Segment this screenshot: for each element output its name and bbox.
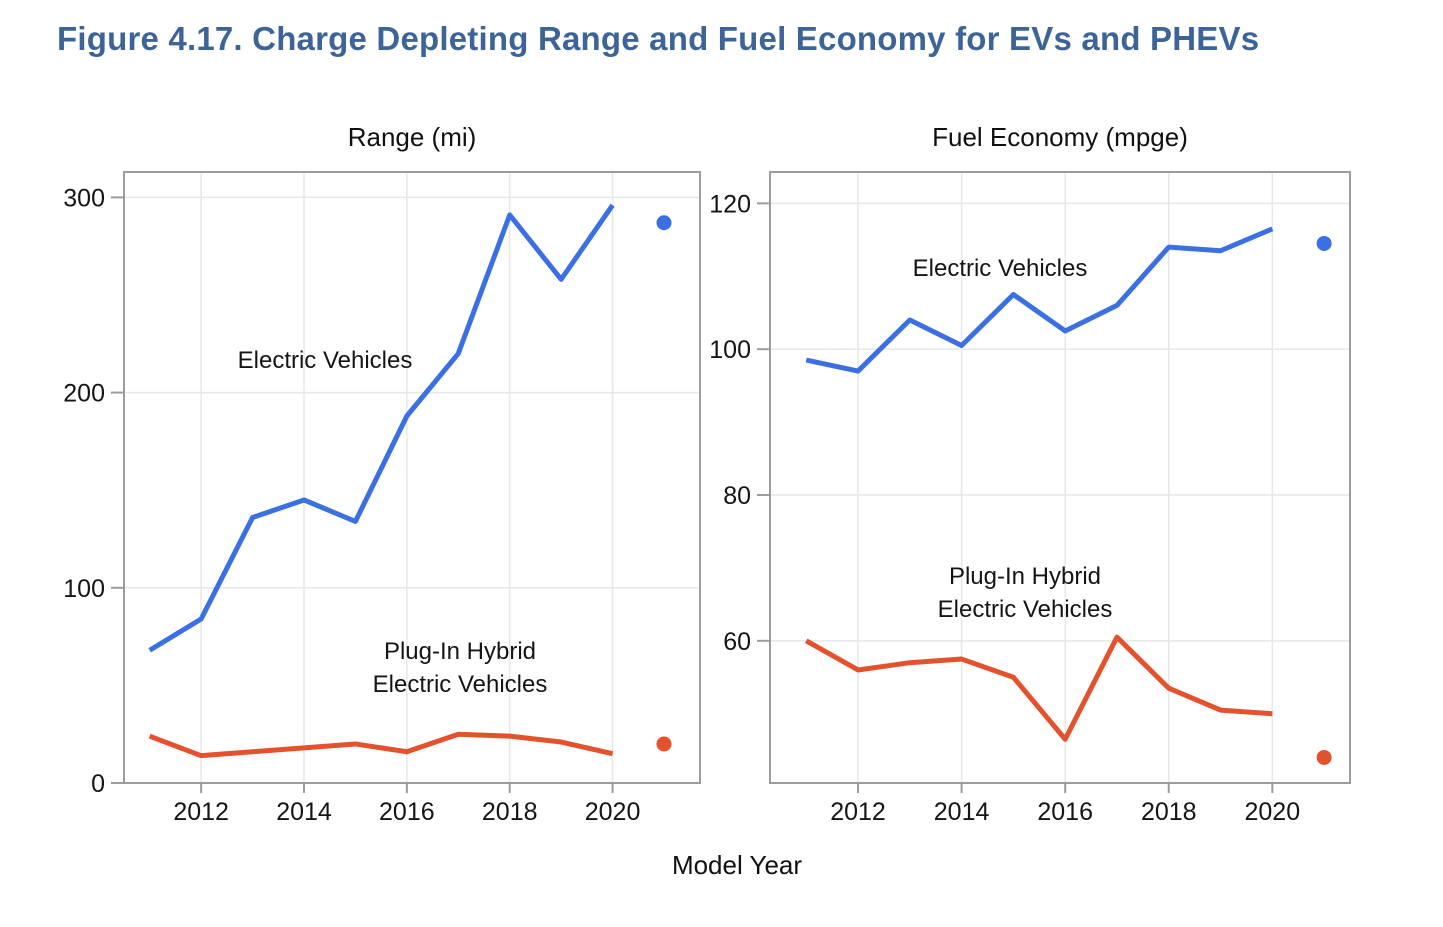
y-tick-label: 0 [91,770,105,798]
x-axis-label: Model Year [671,850,803,880]
range-mi-electric-vehicles-2021-dot [656,215,672,231]
x-tick-label: 2014 [934,798,990,826]
y-tick-label: 100 [63,575,105,603]
range-mi-electric-vehicles-line [148,203,615,653]
plot-border [769,171,1351,784]
fuel-economy-mpge-plug-in-hybrid-electric-vehicles-label: Electric Vehicles [938,596,1113,623]
x-tick-label: 2020 [1245,798,1301,826]
x-tick-label: 2012 [830,798,886,826]
range-mi-plug-in-hybrid-electric-vehicles-label: Plug-In Hybrid [384,638,536,665]
fuel-economy-chart-title: Fuel Economy (mpge) [932,122,1188,152]
range-mi-chart: 0 100 200 300 2012 2014 2016 2018 2020 Electric V… [63,171,701,826]
fuel-economy-mpge-plug-in-hybrid-electric-vehicles-label: Plug-In Hybrid [949,563,1101,590]
y-tick-label: 200 [63,380,105,408]
fuel-economy-mpge-chart: 60 80 100 120 2012 2014 2016 2018 2020 Electric V… [709,171,1351,826]
y-tick-label: 60 [723,628,751,656]
x-tick-label: 2014 [276,798,332,826]
fuel-economy-mpge-electric-vehicles-line [805,226,1274,374]
y-tick-label: 100 [709,336,751,364]
fuel-economy-mpge-electric-vehicles-label: Electric Vehicles [913,255,1088,282]
x-tick-label: 2020 [585,798,641,826]
fuel-economy-mpge-electric-vehicles-2021-dot [1316,235,1332,251]
x-tick-label: 2016 [1037,798,1093,826]
x-tick-label: 2012 [173,798,229,826]
x-tick-label: 2018 [1141,798,1197,826]
figure-title: Figure 4.17. Charge Depleting Range and … [57,20,1260,57]
range-mi-electric-vehicles-label: Electric Vehicles [238,347,413,374]
fuel-economy-mpge-plug-in-hybrid-electric-vehicles-2021-dot [1316,749,1332,765]
y-tick-label: 300 [63,184,105,212]
fuel-economy-mpge-plug-in-hybrid-electric-vehicles-line [805,634,1273,742]
y-tick-label: 80 [723,482,751,510]
range-mi-plug-in-hybrid-electric-vehicles-label: Electric Vehicles [373,671,548,698]
range-chart-title: Range (mi) [347,122,477,152]
plot-border [123,171,701,784]
range-mi-plug-in-hybrid-electric-vehicles-2021-dot [656,736,672,752]
y-tick-label: 120 [709,190,751,218]
range-mi-plug-in-hybrid-electric-vehicles-line [148,731,614,759]
x-tick-label: 2018 [482,798,538,826]
x-tick-label: 2016 [379,798,435,826]
